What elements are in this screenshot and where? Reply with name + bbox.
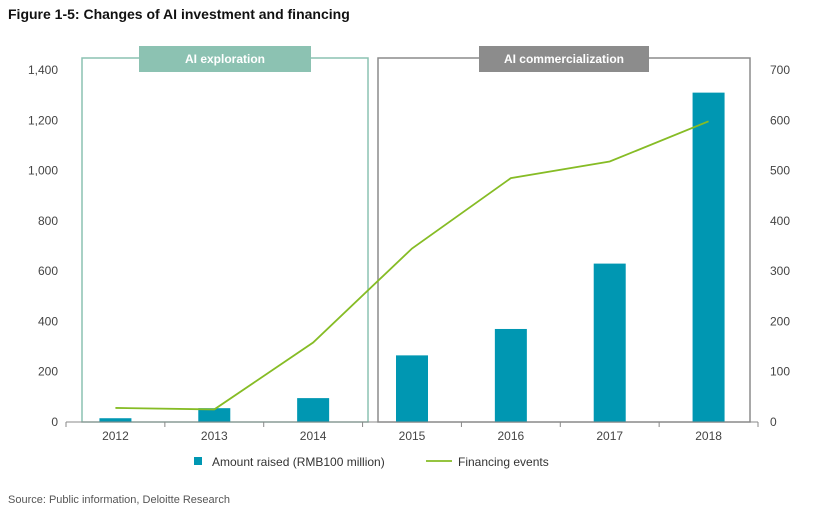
x-tick-label: 2013 <box>201 429 228 443</box>
phase-label-bg <box>479 46 649 72</box>
y-right-tick-label: 100 <box>770 365 790 379</box>
bar-2012 <box>99 418 132 422</box>
x-tick-label: 2014 <box>300 429 327 443</box>
y-left-tick-label: 600 <box>38 264 58 278</box>
y-right-tick-label: 700 <box>770 63 790 77</box>
x-tick-label: 2016 <box>498 429 525 443</box>
y-right-tick-label: 600 <box>770 113 790 127</box>
legend-layer: Amount raised (RMB100 million) Financing … <box>194 455 549 469</box>
bar-2017 <box>593 263 626 422</box>
y-left-tick-label: 0 <box>51 415 58 429</box>
x-tick-label: 2015 <box>399 429 426 443</box>
x-tick-label: 2012 <box>102 429 129 443</box>
y-left-tick-label: 800 <box>38 214 58 228</box>
bar-2016 <box>494 328 527 422</box>
bar-2015 <box>396 355 428 422</box>
y-right-tick-label: 200 <box>770 314 790 328</box>
source-note: Source: Public information, Deloitte Res… <box>8 494 230 506</box>
bars-layer <box>99 92 725 422</box>
axis-layer: 2012 2013 2014 2015 2016 2017 2018 0 200 400 600 80… <box>28 63 790 443</box>
bar-2018 <box>692 92 725 422</box>
figure-title: Figure 1-5: Changes of AI investment and… <box>8 6 350 22</box>
y-right-tick-label: 0 <box>770 415 777 429</box>
y-right-tick-label: 400 <box>770 214 790 228</box>
legend-line-label: Financing events <box>458 455 549 469</box>
x-tick-label: 2018 <box>695 429 722 443</box>
phase-box-exploration <box>81 57 369 423</box>
phase-label: AI commercialization <box>504 52 624 66</box>
phase-layer: AI exploration AI commercialization <box>81 46 751 423</box>
x-tick-label: 2017 <box>596 429 623 443</box>
phase-label: AI exploration <box>185 52 265 66</box>
y-right-tick-label: 300 <box>770 264 790 278</box>
legend-bar-label: Amount raised (RMB100 million) <box>212 455 385 469</box>
legend-bar-swatch <box>194 457 202 465</box>
y-left-tick-label: 1,400 <box>28 63 58 77</box>
phase-label-bg <box>139 46 311 72</box>
line-layer <box>115 120 709 411</box>
y-right-tick-label: 500 <box>770 164 790 178</box>
bar-2013 <box>198 408 231 422</box>
y-left-tick-label: 1,200 <box>28 113 58 127</box>
y-left-tick-label: 200 <box>38 365 58 379</box>
bar-2014 <box>297 398 330 422</box>
y-left-tick-label: 1,000 <box>28 164 58 178</box>
y-left-tick-label: 400 <box>38 314 58 328</box>
